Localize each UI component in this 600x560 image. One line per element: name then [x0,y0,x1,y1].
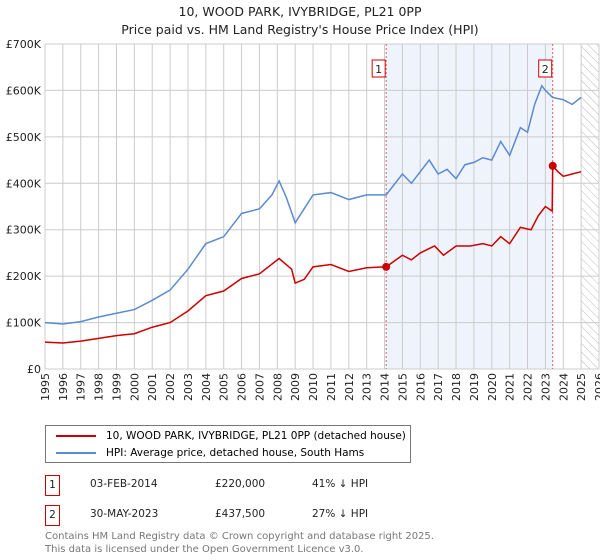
annotation-label: 1 [375,63,382,76]
sale-price: £220,000 [215,478,266,490]
sale-row: 2 30-MAY-2023 £437,500 27% ↓ HPI [45,505,445,526]
chart-subtitle: Price paid vs. HM Land Registry's House … [121,22,479,37]
sale-date: 03-FEB-2014 [90,478,158,490]
sale-point [382,262,391,271]
x-tick-label: 2009 [289,373,302,401]
x-tick-label: 2002 [164,373,177,401]
x-tick-label: 2023 [539,373,552,401]
x-tick-label: 2016 [414,373,427,401]
x-tick-label: 2021 [504,373,517,401]
sale-marker-badge: 1 [45,475,60,496]
x-tick-label: 2017 [432,373,445,401]
sale-hpi-diff: 41% ↓ HPI [312,478,369,490]
x-tick-label: 2025 [575,373,588,401]
y-tick-label: £600K [6,84,42,97]
x-tick-label: 1999 [110,373,123,401]
x-tick-label: 2015 [396,373,409,401]
sale-price: £437,500 [215,508,266,520]
annotation-label: 2 [542,63,549,76]
shaded-ownership-range [386,44,553,369]
legend-label-property: 10, WOOD PARK, IVYBRIDGE, PL21 0PP (deta… [106,430,406,442]
x-tick-label: 2008 [271,373,284,401]
y-tick-label: £0 [27,363,41,376]
x-tick-label: 2026 [593,373,600,401]
hatched-region [581,44,599,369]
x-tick-label: 2001 [146,373,159,401]
sale-row: 1 03-FEB-2014 £220,000 41% ↓ HPI [45,475,445,496]
plot-area: 1995 1996 1997 1998 1999 2000 2001 2002 2003 2004… [6,38,600,401]
y-tick-label: £500K [6,131,42,144]
x-tick-label: 2024 [557,373,570,401]
x-tick-label: 2011 [325,373,338,401]
x-tick-label: 2005 [218,373,231,401]
y-tick-label: £700K [6,38,42,51]
x-tick-label: 2018 [450,373,463,401]
x-tick-label: 2010 [307,373,320,401]
sale-marker-badge: 2 [45,505,60,526]
x-tick-label: 2007 [253,373,266,401]
x-tick-label: 2022 [522,373,535,401]
x-tick-label: 1995 [39,373,52,401]
sale-date: 30-MAY-2023 [90,508,159,520]
sale-hpi-diff: 27% ↓ HPI [312,508,369,520]
hpi-line [44,84,582,325]
annotation-box [538,59,553,78]
annotation-box [371,59,386,78]
x-tick-label: 1997 [75,373,88,401]
footer-copyright: Contains HM Land Registry data © Crown c… [45,531,434,542]
y-tick-label: £300K [6,224,42,237]
legend-label-hpi: HPI: Average price, detached house, Sout… [106,447,365,459]
x-tick-label: 2006 [236,373,249,401]
legend: 10, WOOD PARK, IVYBRIDGE, PL21 0PP (deta… [45,425,411,463]
x-tick-label: 2013 [361,373,374,401]
x-tick-label: 2019 [468,373,481,401]
x-tick-label: 2004 [200,373,213,401]
legend-blue-swatch [56,452,96,454]
chart-title: 10, WOOD PARK, IVYBRIDGE, PL21 0PP [178,4,422,19]
x-tick-label: 1998 [93,373,106,401]
y-tick-label: £200K [6,270,42,283]
x-tick-label: 1996 [57,373,70,401]
x-tick-label: 2012 [343,373,356,401]
x-tick-label: 2000 [128,373,141,401]
y-tick-label: £400K [6,177,42,190]
legend-red-swatch [56,435,96,437]
footer-licence: This data is licensed under the Open Gov… [45,544,364,555]
y-tick-label: £100K [6,317,42,330]
x-tick-label: 2020 [486,373,499,401]
sale-point [548,161,557,170]
x-tick-label: 2014 [379,373,392,401]
x-tick-label: 2003 [182,373,195,401]
